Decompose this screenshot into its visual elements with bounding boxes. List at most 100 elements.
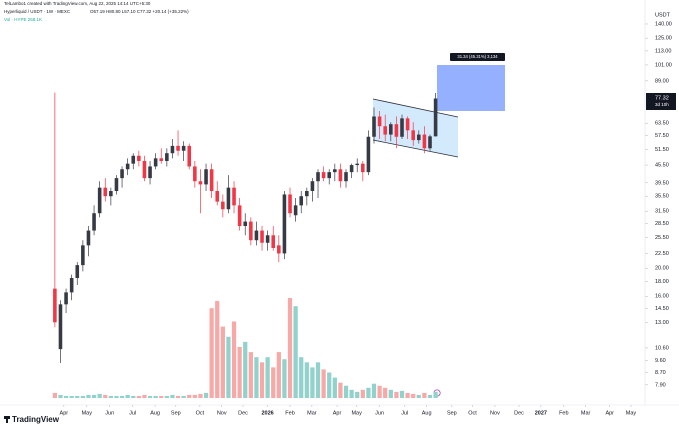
x-tick-label: Jun <box>375 410 384 416</box>
candle-body <box>344 172 348 182</box>
volume-bar <box>416 394 421 398</box>
logo-text: TradingView <box>12 415 60 424</box>
candle-body <box>254 230 259 241</box>
candle-body <box>394 124 399 137</box>
candle-body <box>260 230 264 243</box>
y-tick-label: 14.50 <box>655 306 669 312</box>
x-tick-label: Aug <box>422 410 432 416</box>
plot: 140.00 125.00 113.00 101.00 89.00 63.50 57.50 5… <box>52 21 672 416</box>
channel-upper <box>372 98 459 118</box>
candle-body <box>148 166 152 179</box>
volume-bar <box>192 394 197 398</box>
candle-body <box>338 169 343 182</box>
volume-bar <box>315 362 321 398</box>
candle-body <box>92 213 96 231</box>
y-tick-label: 57.50 <box>655 133 669 139</box>
y-tick-label: 18.00 <box>655 279 669 285</box>
volume-legend: Vol · HYPE 258.1K <box>4 17 42 22</box>
volume-bar <box>411 393 416 398</box>
candle-body <box>75 265 80 279</box>
candle-body <box>400 118 404 137</box>
volume-bar <box>349 389 354 398</box>
candle-body <box>361 163 365 173</box>
y-tick-label: 39.50 <box>655 180 669 186</box>
volume-bar <box>265 357 270 398</box>
candle-body <box>209 169 214 192</box>
volume-bar <box>276 352 281 398</box>
candle-body <box>265 235 270 243</box>
candle-body <box>198 181 203 185</box>
y-tick-label: 140.00 <box>655 21 672 27</box>
volume-bar <box>259 362 265 398</box>
candle-body <box>103 187 108 197</box>
volume-bar <box>86 394 91 398</box>
candle-body <box>176 145 180 151</box>
volume-bar <box>282 359 287 398</box>
volume-bar <box>299 357 304 398</box>
x-tick-label: May <box>626 410 637 416</box>
volume-bar <box>131 395 136 398</box>
volume-bar <box>75 395 80 398</box>
candle-body <box>333 169 337 173</box>
price-label: 77.32 <box>655 95 669 101</box>
candle-body <box>422 134 427 149</box>
volume-bar <box>332 377 337 398</box>
symbol: Hyperliquid / USDT · 1W · MEXC <box>4 9 71 14</box>
candle-body <box>226 187 231 210</box>
x-tick-label: Apr <box>60 410 69 416</box>
x-tick-label: Nov <box>490 410 500 416</box>
y-tick-label: 113.00 <box>655 48 671 54</box>
price-label-bg <box>646 93 676 110</box>
volume-bar <box>69 395 74 398</box>
ohlc: O57.19 H80.80 L57.10 C77.32 +20.14 (+35.… <box>90 9 189 14</box>
y-tick-label: 7.90 <box>655 382 666 388</box>
y-tick-label: 31.50 <box>655 209 669 215</box>
x-tick-label: Dec <box>238 410 248 416</box>
volume-bar <box>125 394 130 398</box>
candle-body <box>316 172 320 182</box>
y-tick-label: 8.70 <box>655 370 666 376</box>
volume-bar <box>394 391 399 398</box>
candle-body <box>64 292 68 305</box>
candle-body <box>114 178 119 192</box>
measure-label-bg <box>450 53 505 61</box>
candle-body <box>277 245 281 254</box>
volume-bar <box>209 308 214 398</box>
volume-bar <box>226 336 231 398</box>
x-tick-label: Sep <box>447 410 457 416</box>
volume-bar <box>293 306 298 398</box>
x-tick-label: May <box>82 410 93 416</box>
candle-body <box>120 169 124 179</box>
volume-bar <box>187 394 192 398</box>
x-tick-label: Jul <box>401 410 408 416</box>
volume-bar <box>147 395 153 398</box>
candle-body <box>383 126 387 135</box>
volume-bar <box>377 385 382 398</box>
candle-body <box>181 145 186 151</box>
x-tick-label: Apr <box>333 410 342 416</box>
candle-body <box>193 166 197 182</box>
volume-bar <box>203 392 209 398</box>
candle-body <box>372 116 376 137</box>
volume-bar <box>304 362 309 398</box>
logo: TradingView <box>4 415 60 424</box>
volume-bar <box>405 392 410 398</box>
candle-body <box>237 205 242 226</box>
volume-bar <box>287 298 293 398</box>
candle-body <box>405 118 410 131</box>
volume-bar <box>360 389 365 398</box>
volume-bar <box>52 392 57 398</box>
candle-body <box>310 181 315 192</box>
candle-body <box>355 163 360 166</box>
volume-bar <box>343 385 349 398</box>
y-tick-label: 10.60 <box>655 345 669 351</box>
x-tick-label: Oct <box>468 410 477 416</box>
volume-bar <box>142 394 147 398</box>
volume-bar <box>153 395 158 398</box>
x-tick-label: Dec <box>514 410 524 416</box>
volume-bar <box>243 341 248 398</box>
x-tick-label: Mar <box>581 410 591 416</box>
measure-label: 31.34 (45.31%) 3,134 <box>457 54 498 59</box>
